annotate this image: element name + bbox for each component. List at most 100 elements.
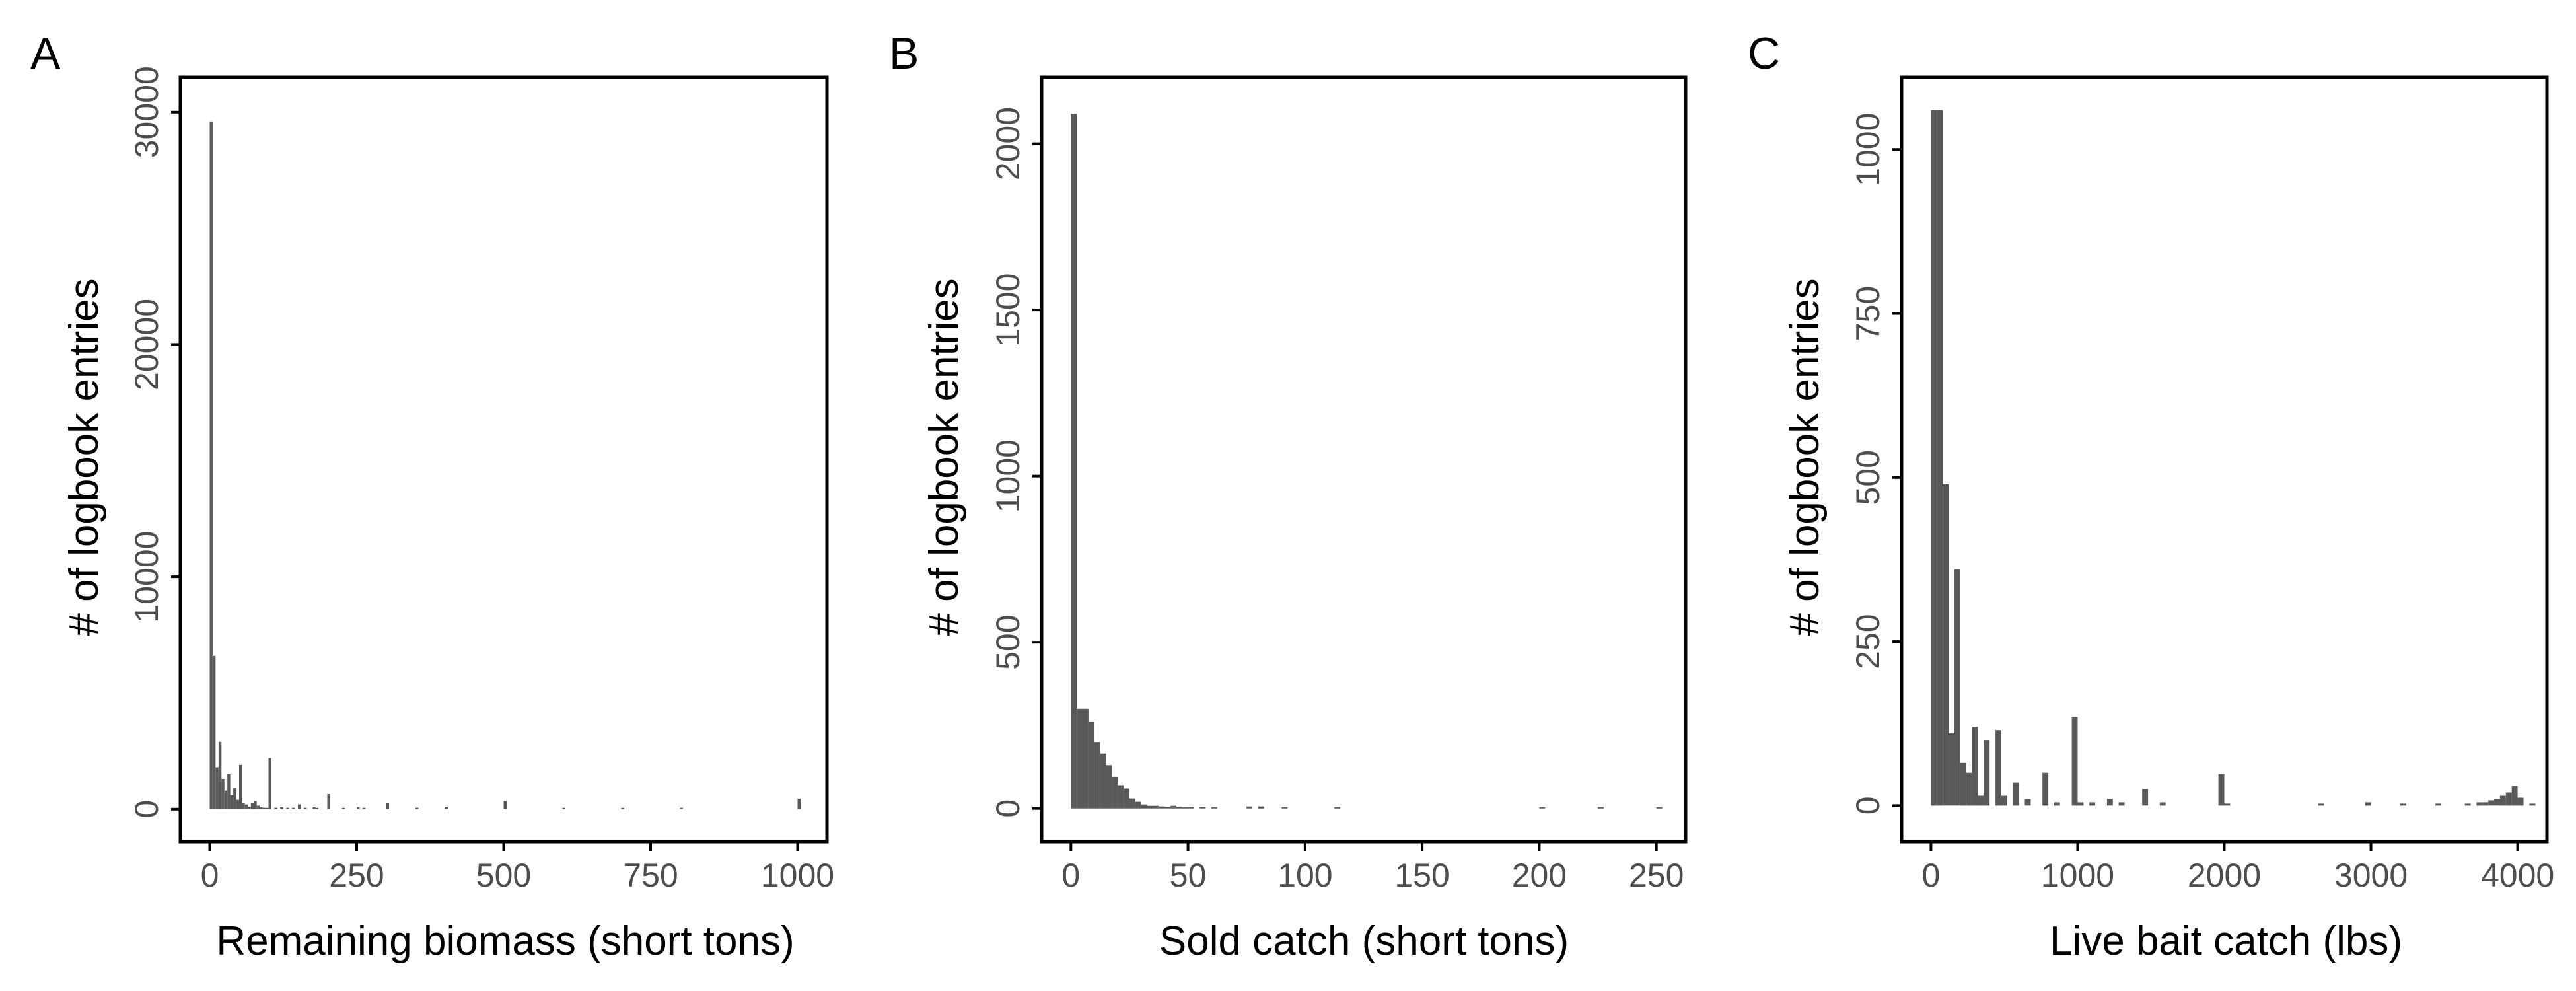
- panel-b-x-tick-label-2: 100: [1277, 857, 1332, 894]
- panel-c-bar-24: [2224, 803, 2231, 806]
- panel-a-letter: A: [30, 28, 61, 79]
- panel-c-x-tick-label-2: 2000: [2188, 857, 2261, 894]
- panel-c-bar-20: [2118, 802, 2125, 806]
- panel-b-bar-17: [1170, 805, 1176, 809]
- panel-c-bar-25: [2318, 803, 2324, 806]
- panel-c-bar-13: [2024, 799, 2031, 806]
- panel-b-bar-15: [1159, 806, 1165, 809]
- panel-c-y-tick-label-1: 250: [1849, 614, 1886, 669]
- panel-c-bar-15: [2054, 802, 2060, 806]
- panel-a-bar-6: [227, 774, 231, 809]
- panel-b-bar-12: [1141, 804, 1147, 809]
- panel-b-bar-4: [1094, 742, 1100, 809]
- panel-a-bar-34: [415, 807, 419, 809]
- panel-c-bar-26: [2365, 802, 2371, 806]
- panel-a-bar-0: [209, 121, 213, 809]
- panel-c-bar-3: [1949, 733, 1954, 806]
- panel-b-bar-10: [1129, 798, 1135, 809]
- panel-c-bar-7: [1972, 727, 1978, 806]
- panel-b-letter: B: [889, 28, 919, 79]
- panel-c-y-axis-title: # of logbook entries: [1782, 278, 1828, 636]
- panel-a-y-tick-label-1: 10000: [128, 531, 165, 623]
- panel-b-x-axis-title: Sold catch (short tons): [1159, 918, 1569, 964]
- panel-c-frame: [1900, 75, 2549, 844]
- panel-c-bar-31: [2482, 802, 2489, 806]
- panel-c-bar-29: [2464, 803, 2471, 806]
- panel-a-frame: [178, 75, 829, 844]
- panel-a-bar-13: [248, 807, 251, 809]
- panel-b-frame: [1040, 75, 1688, 844]
- panel-c-bar-36: [2511, 786, 2518, 806]
- panel-b-x-tick-label-1: 50: [1170, 857, 1207, 894]
- panel-c-bar-4: [1954, 569, 1960, 806]
- panel-a-y-axis-title: # of logbook entries: [61, 278, 107, 636]
- panel-a-x-tick-label-0: 0: [201, 857, 219, 894]
- panel-b-bar-26: [1334, 807, 1341, 809]
- panel-b-y-tick-label-3: 1500: [989, 274, 1026, 347]
- panel-a-bar-27: [312, 807, 316, 809]
- panel-b-y-tick-label-2: 1000: [989, 439, 1026, 513]
- panel-b-bar-2: [1083, 708, 1089, 809]
- panel-c-bar-5: [1960, 762, 1966, 806]
- panel-a-bar-31: [357, 807, 360, 809]
- panel-c-bar-33: [2494, 799, 2500, 806]
- panel-b-bar-8: [1118, 785, 1124, 809]
- panel-b-bar-27: [1539, 807, 1546, 809]
- panel-a-bar-9: [236, 799, 239, 809]
- panel-a-bar-30: [341, 807, 345, 809]
- panel-c-bar-14: [2042, 772, 2049, 806]
- panel-a-bar-26: [303, 807, 307, 809]
- panel-a-bar-22: [280, 807, 283, 809]
- panel-b-bar-0: [1071, 114, 1077, 809]
- panel-a-bar-35: [445, 807, 448, 809]
- panel-c-letter: C: [1748, 28, 1780, 79]
- panel-b-bar-1: [1077, 708, 1083, 809]
- panel-a-x-ticks: 0 250 500 750 1000: [201, 842, 834, 894]
- panel-b-bar-18: [1176, 807, 1182, 809]
- panel-b-y-tick-label-4: 2000: [989, 107, 1026, 180]
- panel-c-bar-17: [2077, 802, 2084, 806]
- panel-a-bar-14: [250, 803, 254, 809]
- panel-c-bar-38: [2529, 803, 2536, 806]
- panel-c-bar-1: [1937, 110, 1943, 806]
- panel-a-bar-37: [562, 807, 565, 809]
- panel-a-bar-10: [239, 764, 242, 809]
- panel-b-bars: [1071, 114, 1663, 809]
- panel-c-bar-32: [2488, 800, 2495, 806]
- panel-a-bar-17: [260, 807, 263, 809]
- panel-b-bar-25: [1281, 807, 1288, 809]
- panel-a-bar-33: [386, 803, 389, 809]
- panel-a-bar-23: [286, 807, 289, 809]
- panel-b-bar-21: [1199, 807, 1206, 809]
- panel-b-bar-3: [1088, 721, 1094, 809]
- panel-a-y-tick-label-2: 20000: [128, 299, 165, 390]
- panel-c-bar-9: [1984, 740, 1990, 806]
- panel-b-bar-24: [1258, 806, 1264, 809]
- panel-b-bar-7: [1112, 776, 1118, 809]
- panel-b-bar-22: [1211, 807, 1217, 809]
- panel-a-bar-28: [315, 807, 319, 809]
- panel-b-x-tick-label-3: 150: [1394, 857, 1449, 894]
- panel-a-bars: [209, 121, 801, 809]
- panel-c-x-tick-label-3: 3000: [2334, 857, 2408, 894]
- panel-c-x-tick-label-0: 0: [1922, 857, 1941, 894]
- panel-c-bar-35: [2505, 792, 2512, 806]
- panel-c-bar-23: [2218, 774, 2225, 806]
- panel-b-bar-23: [1246, 806, 1253, 809]
- panel-a-bar-32: [362, 807, 366, 809]
- panel-b-x-tick-label-4: 200: [1512, 857, 1567, 894]
- panel-a-bar-38: [621, 807, 624, 809]
- panel-a-bar-39: [680, 807, 683, 809]
- panel-c-y-tick-label-0: 0: [1849, 796, 1886, 815]
- panel-a-x-tick-label-1: 250: [329, 857, 384, 894]
- panel-a-bar-16: [256, 805, 260, 809]
- panel-c-x-ticks: 0 1000 2000 3000 4000: [1922, 842, 2554, 894]
- panel-c-bar-34: [2499, 795, 2506, 806]
- panel-b-y-axis-title: # of logbook entries: [921, 278, 967, 636]
- panel-c-bar-30: [2476, 802, 2483, 806]
- panel-a-bar-15: [254, 801, 257, 809]
- panel-c-bar-16: [2071, 717, 2078, 806]
- panel-b-bar-28: [1598, 807, 1604, 809]
- panel-a-x-tick-label-4: 1000: [761, 857, 834, 894]
- panel-a-bar-24: [292, 807, 295, 809]
